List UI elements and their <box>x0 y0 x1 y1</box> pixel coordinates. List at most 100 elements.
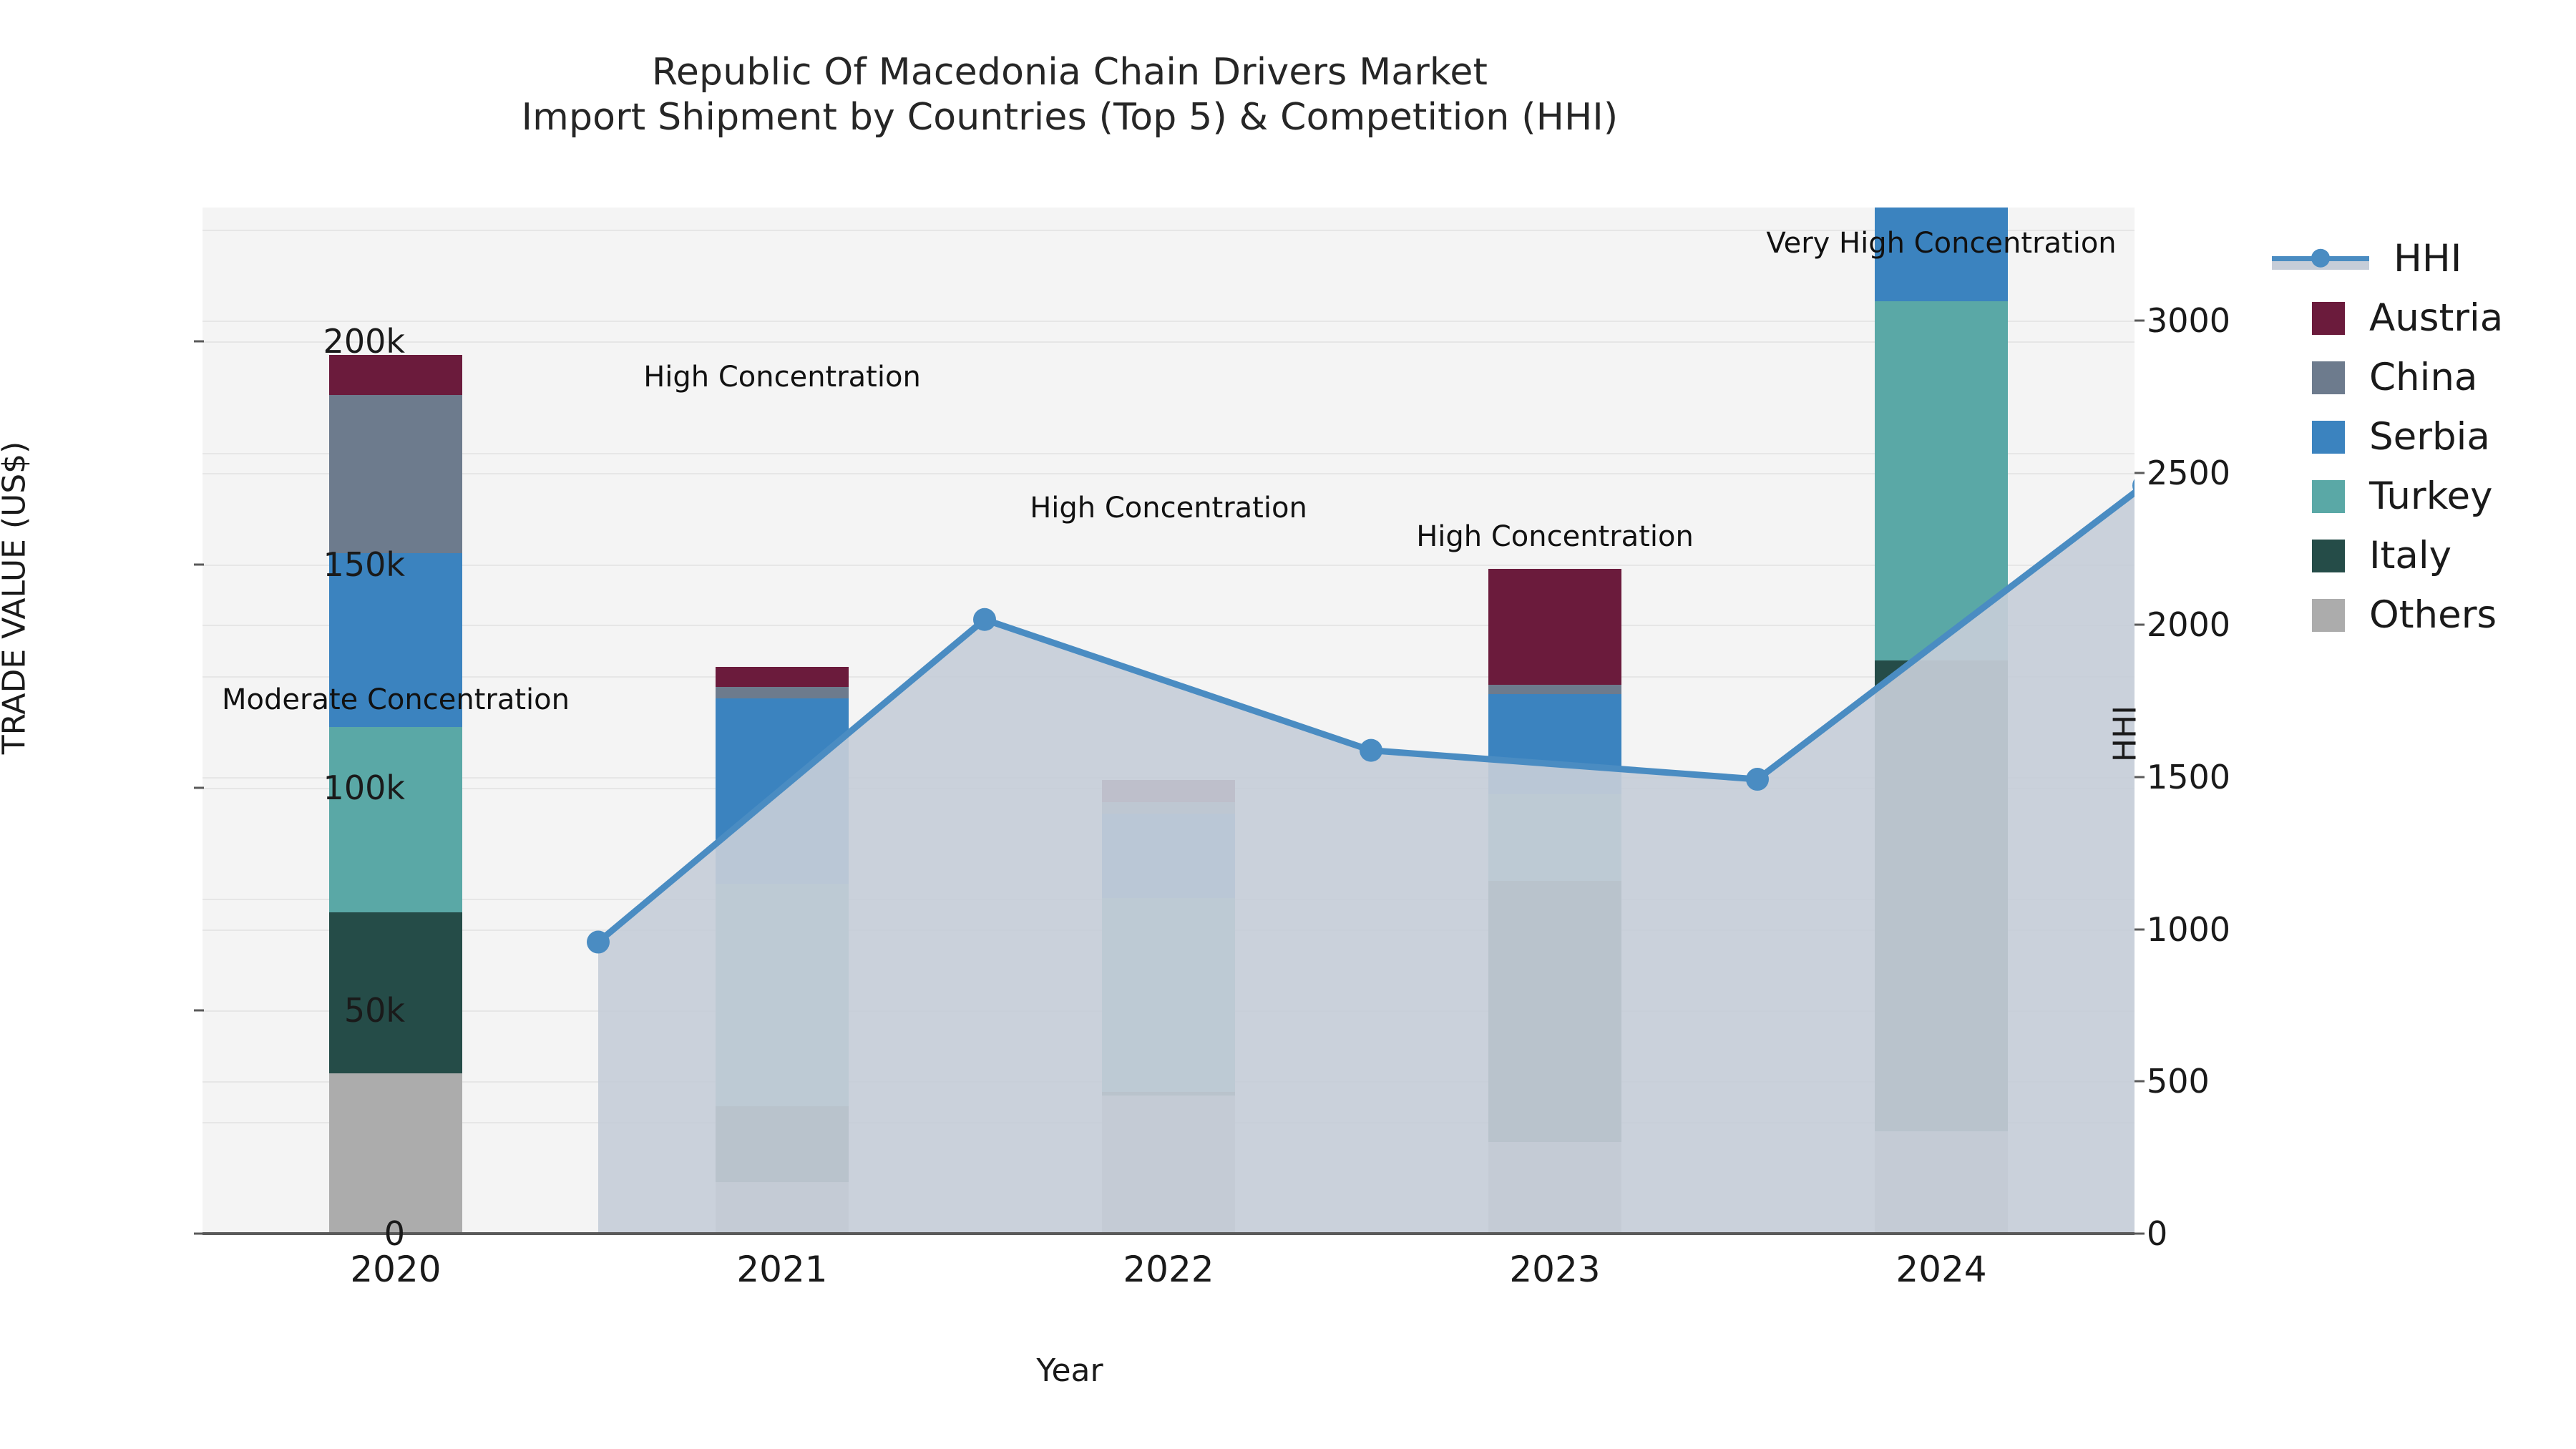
legend-item-others[interactable]: Others <box>2272 585 2572 645</box>
legend-label-turkey: Turkey <box>2369 474 2493 518</box>
y-axis-right-tick-label: 2000 <box>2147 605 2231 645</box>
y-axis-left-tick-label: 100k <box>323 768 405 807</box>
gridline <box>203 230 2135 232</box>
y-axis-left-tick-label: 0 <box>384 1214 405 1253</box>
legend-swatch-austria <box>2312 301 2345 335</box>
gridline <box>203 452 2135 454</box>
x-axis-tick-label-2024: 2024 <box>1896 1249 1987 1290</box>
bar-segment-turkey-2024[interactable] <box>1874 301 2009 660</box>
chart-title: Republic Of Macedonia Chain Drivers Mark… <box>0 50 2140 141</box>
y-axis-left-tick-label: 150k <box>323 545 405 584</box>
bar-segment-others-2021[interactable] <box>715 1182 849 1234</box>
legend-label-austria: Austria <box>2369 296 2504 340</box>
y-axis-right-tick-label: 1000 <box>2147 909 2231 949</box>
y-axis-left-tick-mark <box>194 1009 204 1012</box>
bar-segment-china-2022[interactable] <box>1101 802 1236 814</box>
bar-segment-serbia-2020[interactable] <box>328 553 463 728</box>
gridline <box>203 777 2135 779</box>
y-axis-left-tick-mark <box>194 563 204 566</box>
bar-segment-turkey-2023[interactable] <box>1488 794 1622 882</box>
gridline <box>203 341 2135 343</box>
y-axis-left-tick-mark <box>194 1232 204 1235</box>
y-axis-right-tick-label: 3000 <box>2147 301 2231 341</box>
legend-label-china: China <box>2369 356 2478 399</box>
bar-segment-turkey-2022[interactable] <box>1101 898 1236 1093</box>
bar-segment-serbia-2024[interactable] <box>1874 208 2009 301</box>
y-axis-right-tick-mark <box>2135 623 2145 626</box>
x-axis-line <box>203 1232 2135 1235</box>
bar-segment-others-2023[interactable] <box>1488 1142 1622 1234</box>
bar-segment-italy-2022[interactable] <box>1101 1092 1236 1096</box>
legend-label-hhi: HHI <box>2394 237 2462 280</box>
legend: HHI Austria China Serbia Turkey Italy Others <box>2272 229 2572 645</box>
x-axis-label: Year <box>1036 1352 1103 1389</box>
x-axis-tick-label-2023: 2023 <box>1509 1249 1601 1290</box>
y-axis-right-tick-mark <box>2135 1080 2145 1083</box>
x-axis-tick-label-2020: 2020 <box>350 1249 441 1290</box>
bar-segment-austria-2020[interactable] <box>328 354 463 395</box>
legend-item-italy[interactable]: Italy <box>2272 526 2572 585</box>
legend-item-austria[interactable]: Austria <box>2272 288 2572 348</box>
bar-segment-austria-2022[interactable] <box>1101 779 1236 803</box>
gridline <box>203 321 2135 323</box>
hhi-marker-2020[interactable] <box>587 930 610 954</box>
y-axis-left-tick-label: 200k <box>323 322 405 361</box>
legend-item-hhi[interactable]: HHI <box>2272 229 2572 288</box>
bar-segment-turkey-2020[interactable] <box>328 727 463 913</box>
y-axis-left-tick-mark <box>194 786 204 789</box>
bar-segment-others-2024[interactable] <box>1874 1131 2009 1234</box>
bar-segment-serbia-2022[interactable] <box>1101 813 1236 899</box>
hhi-annotation-2024: Very High Concentration <box>1766 226 2117 260</box>
plot-area <box>203 208 2135 1234</box>
bar-segment-italy-2021[interactable] <box>715 1106 849 1183</box>
gridline <box>203 564 2135 566</box>
legend-line-marker <box>2311 248 2330 268</box>
bar-segment-austria-2023[interactable] <box>1488 569 1622 686</box>
y-axis-right-label: HHI <box>2107 705 2144 763</box>
hhi-marker-2024[interactable] <box>2132 474 2135 497</box>
legend-item-serbia[interactable]: Serbia <box>2272 407 2572 467</box>
hhi-marker-2022[interactable] <box>1360 738 1382 762</box>
hhi-annotation-2023: High Concentration <box>1416 520 1694 554</box>
bar-segment-turkey-2021[interactable] <box>715 883 849 1107</box>
hhi-annotation-2020: Moderate Concentration <box>222 683 570 716</box>
y-axis-right-tick-label: 500 <box>2147 1062 2210 1101</box>
legend-item-china[interactable]: China <box>2272 348 2572 407</box>
bar-segment-china-2021[interactable] <box>715 687 849 698</box>
legend-label-serbia: Serbia <box>2369 415 2490 459</box>
gridline <box>203 472 2135 474</box>
bar-segment-others-2020[interactable] <box>328 1073 463 1234</box>
x-axis-tick-label-2021: 2021 <box>736 1249 828 1290</box>
bar-segment-china-2023[interactable] <box>1488 685 1622 694</box>
bar-segment-serbia-2021[interactable] <box>715 698 849 884</box>
bar-segment-others-2022[interactable] <box>1101 1095 1236 1234</box>
legend-label-others: Others <box>2369 593 2497 637</box>
x-axis-tick-label-2022: 2022 <box>1123 1249 1214 1290</box>
bar-segment-china-2020[interactable] <box>328 394 463 554</box>
y-axis-left-label: TRADE VALUE (US$) <box>0 441 33 755</box>
legend-swatch-turkey <box>2312 479 2345 513</box>
title-line-1: Republic Of Macedonia Chain Drivers Mark… <box>651 51 1488 94</box>
legend-swatch-others <box>2312 598 2345 632</box>
y-axis-right-tick-label: 1500 <box>2147 758 2231 797</box>
plot-clip <box>203 208 2135 1234</box>
bar-segment-italy-2023[interactable] <box>1488 881 1622 1143</box>
bar-segment-italy-2024[interactable] <box>1874 660 2009 1131</box>
hhi-annotation-2022: High Concentration <box>1030 491 1307 525</box>
y-axis-left-tick-label: 50k <box>343 991 405 1030</box>
y-axis-right-tick-label: 2500 <box>2147 453 2231 492</box>
bar-segment-serbia-2023[interactable] <box>1488 693 1622 794</box>
hhi-annotation-2021: High Concentration <box>643 360 921 394</box>
y-axis-right-tick-mark <box>2135 472 2145 474</box>
y-axis-right-tick-mark <box>2135 928 2145 931</box>
y-axis-right-tick-mark <box>2135 1232 2145 1235</box>
y-axis-left-tick-mark <box>194 340 204 343</box>
legend-swatch-serbia <box>2312 420 2345 454</box>
hhi-marker-2021[interactable] <box>973 608 996 631</box>
y-axis-right-tick-label: 0 <box>2147 1214 2168 1253</box>
bar-segment-italy-2020[interactable] <box>328 912 463 1073</box>
bar-segment-austria-2021[interactable] <box>715 667 849 688</box>
title-line-2: Import Shipment by Countries (Top 5) & C… <box>521 96 1619 140</box>
legend-item-turkey[interactable]: Turkey <box>2272 467 2572 526</box>
